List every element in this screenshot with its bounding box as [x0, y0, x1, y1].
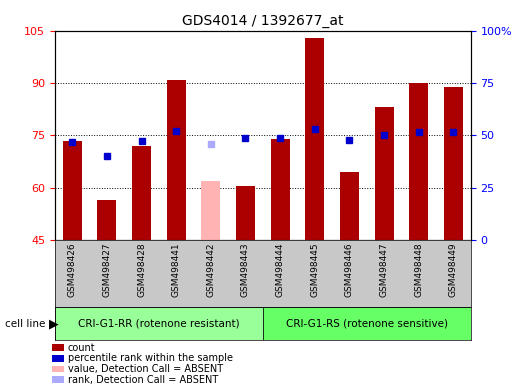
Bar [340, 172, 359, 240]
Text: GSM498441: GSM498441 [172, 242, 180, 297]
Text: ▶: ▶ [49, 317, 58, 330]
Text: count: count [68, 343, 96, 353]
Text: CRI-G1-RR (rotenone resistant): CRI-G1-RR (rotenone resistant) [78, 318, 240, 329]
Text: GSM498445: GSM498445 [310, 242, 319, 297]
Bar [270, 139, 290, 240]
Text: cell line: cell line [5, 318, 46, 329]
Text: percentile rank within the sample: percentile rank within the sample [68, 353, 233, 363]
Bar [97, 200, 117, 240]
Bar [409, 83, 428, 240]
Text: GSM498447: GSM498447 [380, 242, 389, 297]
Bar [132, 146, 151, 240]
Bar [444, 86, 463, 240]
Bar [201, 181, 220, 240]
Text: GSM498448: GSM498448 [414, 242, 423, 297]
Text: GSM498444: GSM498444 [276, 242, 285, 296]
Text: rank, Detection Call = ABSENT: rank, Detection Call = ABSENT [68, 375, 218, 384]
Bar [167, 79, 186, 240]
Text: value, Detection Call = ABSENT: value, Detection Call = ABSENT [68, 364, 223, 374]
Text: GSM498443: GSM498443 [241, 242, 250, 297]
Text: GSM498428: GSM498428 [137, 242, 146, 297]
Bar [63, 141, 82, 240]
Text: CRI-G1-RS (rotenone sensitive): CRI-G1-RS (rotenone sensitive) [286, 318, 448, 329]
Text: GSM498426: GSM498426 [68, 242, 77, 297]
Bar [263, 307, 471, 340]
Title: GDS4014 / 1392677_at: GDS4014 / 1392677_at [182, 14, 344, 28]
Text: GSM498442: GSM498442 [207, 242, 215, 296]
Bar [374, 108, 394, 240]
Bar [55, 307, 263, 340]
Bar [236, 186, 255, 240]
Text: GSM498449: GSM498449 [449, 242, 458, 297]
Bar [305, 38, 324, 240]
Text: GSM498427: GSM498427 [103, 242, 111, 297]
Text: GSM498446: GSM498446 [345, 242, 354, 297]
